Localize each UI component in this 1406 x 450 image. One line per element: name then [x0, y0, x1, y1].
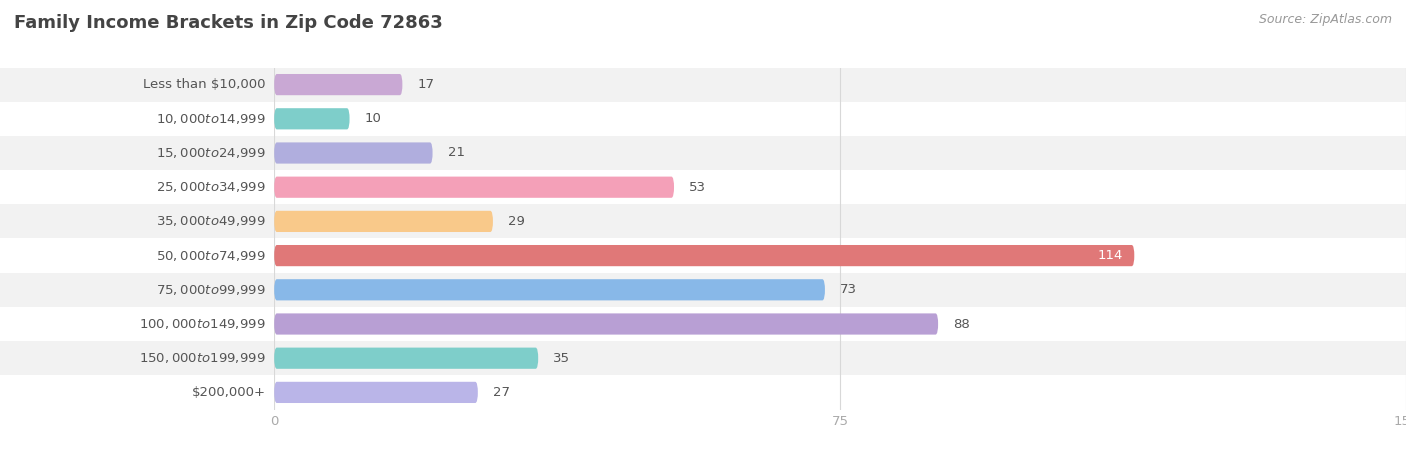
- Text: $75,000 to $99,999: $75,000 to $99,999: [156, 283, 266, 297]
- Bar: [274, 136, 1406, 170]
- Bar: [274, 238, 1406, 273]
- Text: 17: 17: [418, 78, 434, 91]
- Text: 29: 29: [508, 215, 524, 228]
- Bar: [274, 102, 1406, 136]
- Text: $50,000 to $74,999: $50,000 to $74,999: [156, 248, 266, 263]
- FancyBboxPatch shape: [274, 211, 494, 232]
- FancyBboxPatch shape: [0, 341, 274, 375]
- Text: $35,000 to $49,999: $35,000 to $49,999: [156, 214, 266, 229]
- Text: $10,000 to $14,999: $10,000 to $14,999: [156, 112, 266, 126]
- FancyBboxPatch shape: [0, 307, 274, 341]
- Text: 53: 53: [689, 181, 706, 194]
- Text: 35: 35: [554, 352, 571, 365]
- Bar: [274, 170, 1406, 204]
- Text: $150,000 to $199,999: $150,000 to $199,999: [139, 351, 266, 365]
- Bar: [274, 68, 1406, 102]
- Bar: [274, 341, 1406, 375]
- Bar: [274, 307, 1406, 341]
- Bar: [274, 273, 1406, 307]
- FancyBboxPatch shape: [274, 347, 538, 369]
- FancyBboxPatch shape: [0, 238, 274, 273]
- Text: Source: ZipAtlas.com: Source: ZipAtlas.com: [1258, 14, 1392, 27]
- Text: Family Income Brackets in Zip Code 72863: Family Income Brackets in Zip Code 72863: [14, 14, 443, 32]
- FancyBboxPatch shape: [274, 142, 433, 164]
- Text: 10: 10: [364, 112, 381, 125]
- Text: 21: 21: [447, 147, 465, 159]
- Bar: [274, 375, 1406, 410]
- Text: $100,000 to $149,999: $100,000 to $149,999: [139, 317, 266, 331]
- FancyBboxPatch shape: [0, 136, 274, 170]
- FancyBboxPatch shape: [274, 279, 825, 301]
- FancyBboxPatch shape: [0, 375, 274, 410]
- FancyBboxPatch shape: [274, 74, 402, 95]
- FancyBboxPatch shape: [274, 382, 478, 403]
- Text: $15,000 to $24,999: $15,000 to $24,999: [156, 146, 266, 160]
- FancyBboxPatch shape: [274, 108, 350, 130]
- FancyBboxPatch shape: [274, 245, 1135, 266]
- FancyBboxPatch shape: [0, 102, 274, 136]
- Bar: [274, 204, 1406, 238]
- Text: 88: 88: [953, 318, 970, 330]
- FancyBboxPatch shape: [0, 68, 274, 102]
- Text: Less than $10,000: Less than $10,000: [143, 78, 266, 91]
- Text: 27: 27: [494, 386, 510, 399]
- Text: 73: 73: [841, 284, 858, 296]
- FancyBboxPatch shape: [0, 273, 274, 307]
- Text: 114: 114: [1098, 249, 1123, 262]
- Text: $200,000+: $200,000+: [193, 386, 266, 399]
- FancyBboxPatch shape: [0, 204, 274, 238]
- Text: $25,000 to $34,999: $25,000 to $34,999: [156, 180, 266, 194]
- FancyBboxPatch shape: [0, 170, 274, 204]
- FancyBboxPatch shape: [274, 313, 938, 335]
- FancyBboxPatch shape: [274, 176, 673, 198]
